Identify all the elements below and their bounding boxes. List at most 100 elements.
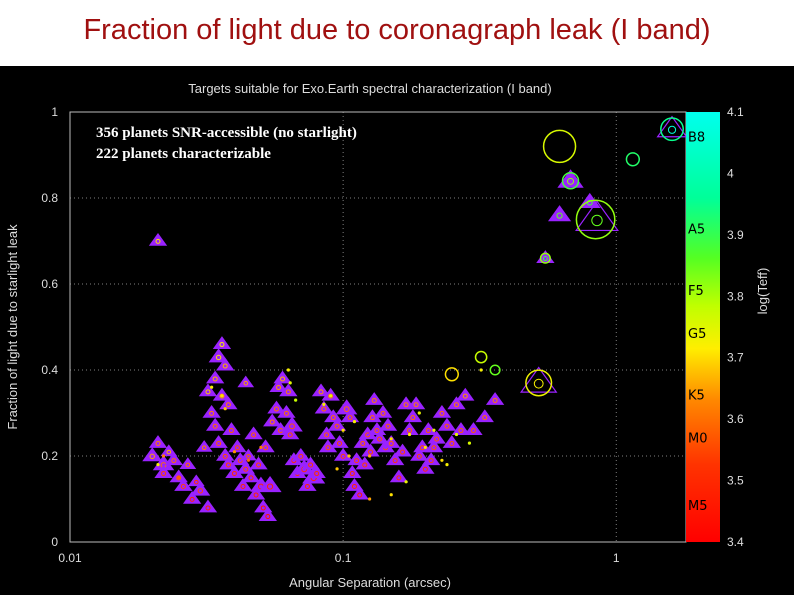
star-temperature-marker <box>428 458 434 464</box>
star-temperature-marker <box>321 406 327 412</box>
star-temperature-marker <box>161 471 167 477</box>
star-temperature-marker <box>425 428 431 434</box>
star-temperature-marker <box>201 445 207 451</box>
dot-point <box>177 475 181 480</box>
star-temperature-marker <box>237 458 243 464</box>
star-temperature-marker <box>591 214 603 227</box>
star-temperature-marker <box>392 458 398 464</box>
dot-point <box>368 497 372 501</box>
dot-point <box>223 407 227 411</box>
star-temperature-marker <box>351 483 357 489</box>
star-temperature-marker <box>180 483 186 489</box>
star-temperature-marker <box>556 212 563 219</box>
spectral-type-label: M5 <box>688 499 708 514</box>
star-temperature-marker <box>434 436 440 442</box>
star-temperature-marker <box>444 423 450 429</box>
star-temperature-marker <box>567 177 575 185</box>
star-temperature-marker <box>368 449 374 455</box>
star-temperature-marker <box>349 471 355 477</box>
circle-point <box>444 367 459 382</box>
dot-point <box>407 432 412 437</box>
dot-point <box>286 368 290 372</box>
dot-point <box>347 454 351 458</box>
dot-point <box>246 458 251 462</box>
dot-point <box>220 394 224 398</box>
x-tick-label: 0.1 <box>335 551 352 565</box>
star-temperature-marker <box>243 380 249 386</box>
star-temperature-marker <box>287 432 293 438</box>
star-temperature-marker <box>388 440 394 446</box>
y-tick-label: 1 <box>51 105 58 119</box>
star-temperature-marker <box>347 415 353 421</box>
dot-point <box>335 467 339 471</box>
star-temperature-marker <box>400 449 406 455</box>
star-temperature-marker <box>205 505 211 511</box>
dot-point <box>479 368 483 372</box>
dot-point <box>210 385 214 389</box>
dot-point <box>368 454 372 458</box>
star-temperature-marker <box>334 423 340 429</box>
star-temperature-marker <box>667 125 677 134</box>
star-temperature-marker <box>318 389 324 395</box>
star-temperature-marker <box>253 492 259 498</box>
star-temperature-marker <box>285 389 291 395</box>
star-temperature-marker <box>337 440 343 446</box>
scatter-chart: Targets suitable for Exo.Earth spectral … <box>5 81 770 590</box>
x-tick-label: 1 <box>613 551 620 565</box>
circle-point <box>625 152 641 167</box>
triangle-point <box>575 200 619 232</box>
slide-title: Fraction of light due to coronagraph lea… <box>83 14 711 46</box>
star-temperature-marker <box>470 428 476 434</box>
star-temperature-marker <box>304 483 310 489</box>
star-temperature-marker <box>482 415 488 421</box>
star-temperature-marker <box>248 475 254 481</box>
star-temperature-marker <box>225 462 231 468</box>
colorbar-tick-label: 3.6 <box>727 412 744 426</box>
dot-point <box>329 394 333 398</box>
star-temperature-marker <box>243 466 249 472</box>
star-temperature-marker <box>171 458 177 464</box>
dot-point <box>294 398 298 402</box>
star-temperature-marker <box>251 432 257 438</box>
dot-point <box>467 441 472 445</box>
annotation-accessible: 356 planets SNR-accessible (no starlight… <box>96 125 357 141</box>
star-temperature-marker <box>371 397 377 403</box>
dot-point <box>417 411 421 415</box>
star-temperature-marker <box>209 410 215 416</box>
circle-point <box>539 252 551 264</box>
circle-point <box>489 364 501 376</box>
star-temperature-marker <box>231 471 237 477</box>
star-temperature-marker <box>212 376 218 382</box>
star-temperature-marker <box>413 402 419 408</box>
star-temperature-marker <box>308 462 314 468</box>
star-temperature-marker <box>385 423 391 429</box>
star-temperature-marker <box>205 389 211 395</box>
star-temperature-marker <box>166 449 172 455</box>
star-temperature-marker <box>343 406 350 413</box>
star-temperature-marker <box>542 256 548 262</box>
star-temperature-marker <box>193 479 199 485</box>
star-temperature-marker <box>222 363 228 369</box>
dot-point <box>156 463 160 467</box>
star-temperature-marker <box>149 453 155 460</box>
dot-point <box>432 428 436 432</box>
star-temperature-marker <box>189 496 195 502</box>
star-temperature-marker <box>197 488 204 494</box>
star-temperature-marker <box>155 440 161 446</box>
chart-panel: Targets suitable for Exo.Earth spectral … <box>0 66 794 595</box>
circle-point <box>660 117 684 142</box>
star-temperature-marker <box>410 415 416 421</box>
spectral-type-label: K5 <box>688 389 705 404</box>
star-temperature-marker <box>357 492 363 498</box>
circle-point <box>561 172 580 190</box>
star-temperature-marker <box>212 423 218 429</box>
spectral-type-label: F5 <box>688 284 704 299</box>
star-temperature-marker <box>360 440 366 446</box>
dot-point <box>445 463 449 467</box>
star-temperature-marker <box>185 462 191 468</box>
colorbar-tick-label: 3.7 <box>727 351 744 365</box>
y-tick-label: 0.6 <box>41 277 58 291</box>
star-temperature-marker <box>458 428 464 434</box>
star-temperature-marker <box>266 483 274 490</box>
spectral-type-label: A5 <box>688 223 705 238</box>
